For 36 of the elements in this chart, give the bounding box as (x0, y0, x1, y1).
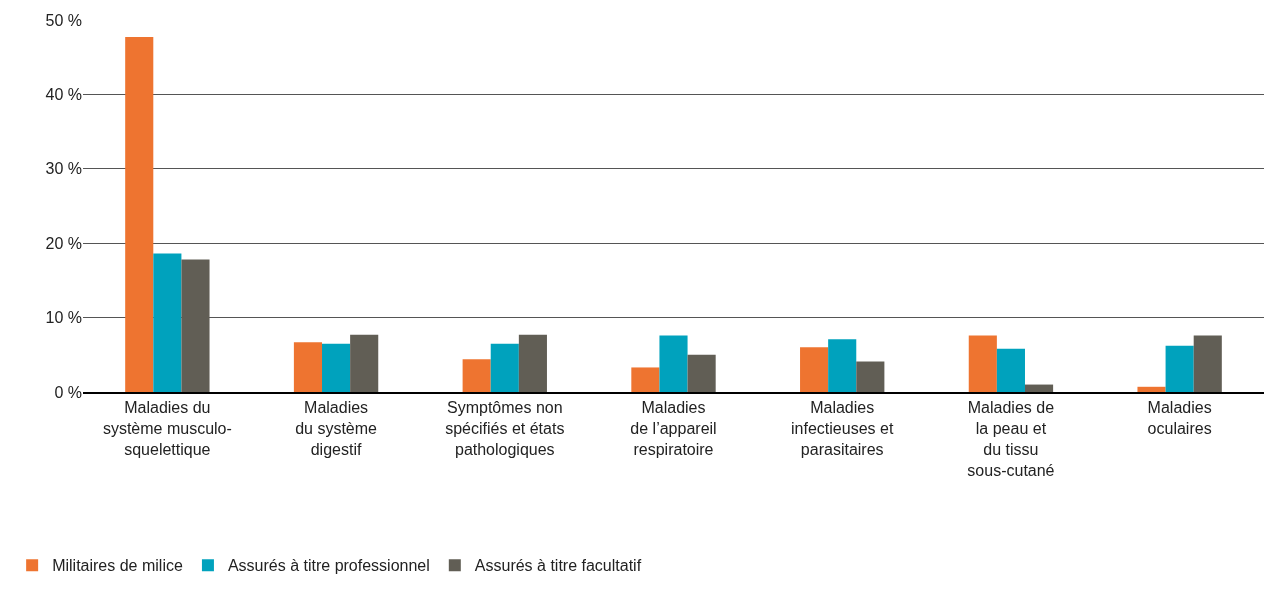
y-tick-label: 0 % (54, 383, 82, 401)
x-tick-label: Maladies du système musculo- squelettique (102, 399, 232, 458)
bar (856, 361, 885, 392)
y-tick-label: 50 % (45, 11, 82, 29)
bar (1024, 384, 1054, 392)
bar (462, 359, 491, 392)
bar (518, 334, 547, 392)
legend-label: Militaires de milice (52, 557, 183, 575)
bar (153, 253, 182, 392)
bar (1165, 345, 1194, 392)
bar (322, 343, 351, 392)
y-tick-label: 20 % (45, 234, 82, 252)
bar (1193, 335, 1222, 392)
bar (828, 339, 857, 392)
x-tick-label: Maladies infectieuses et parasitaires (791, 399, 894, 458)
bar (996, 348, 1025, 392)
bar (631, 367, 660, 392)
y-tick-label: 30 % (45, 160, 82, 178)
legend-label: Assurés à titre professionnel (227, 557, 430, 575)
x-tick-label: Maladies du système digestif (295, 399, 378, 458)
bar (687, 354, 716, 392)
bar (800, 347, 829, 392)
bar (125, 37, 154, 392)
x-tick-label: Maladies de la peau et du tissu sous-cutané (967, 399, 1055, 479)
y-tick-label: 10 % (45, 309, 82, 327)
bar (293, 342, 323, 392)
bar (490, 343, 519, 392)
x-tick-label: Maladies oculaires (1147, 399, 1212, 437)
x-tick-label: Maladies de l’appareil respiratoire (630, 399, 717, 458)
bar (350, 334, 379, 392)
legend-label: Assurés à titre facultatif (474, 557, 642, 575)
bar (1137, 386, 1166, 392)
x-tick-label: Symptômes non spécifiés et états pathologiques (445, 399, 565, 458)
y-tick-label: 40 % (45, 86, 82, 103)
bar (968, 335, 997, 392)
bar (659, 335, 688, 392)
